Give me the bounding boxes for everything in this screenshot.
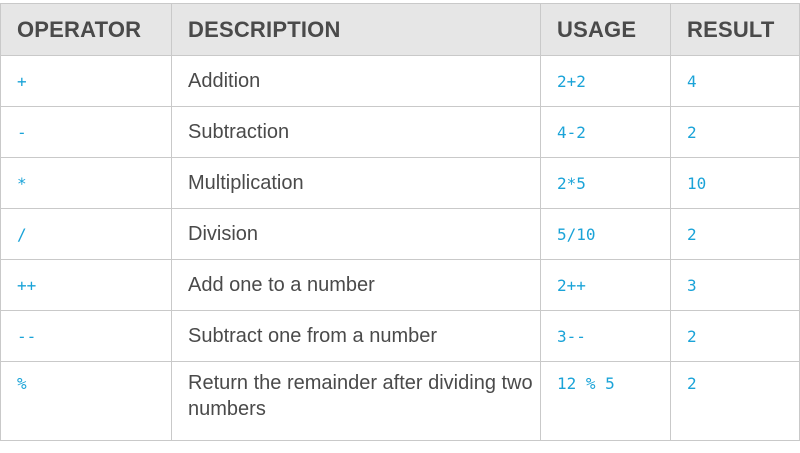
- header-description: DESCRIPTION: [171, 3, 541, 56]
- result-cell: 2: [670, 361, 800, 441]
- operator-cell: --: [0, 310, 172, 362]
- header-result: RESULT: [670, 3, 800, 56]
- description-cell: Addition: [171, 55, 541, 107]
- header-operator: OPERATOR: [0, 3, 172, 56]
- table-row: + Addition 2+2 4: [0, 55, 800, 107]
- operator-cell: +: [0, 55, 172, 107]
- header-usage: USAGE: [540, 3, 671, 56]
- result-cell: 10: [670, 157, 800, 209]
- operator-cell: *: [0, 157, 172, 209]
- table-row: / Division 5/10 2: [0, 208, 800, 260]
- result-cell: 3: [670, 259, 800, 311]
- description-cell: Subtract one from a number: [171, 310, 541, 362]
- usage-cell: 4-2: [540, 106, 671, 158]
- description-cell: Multiplication: [171, 157, 541, 209]
- description-cell: Subtraction: [171, 106, 541, 158]
- usage-cell: 2*5: [540, 157, 671, 209]
- operator-cell: ++: [0, 259, 172, 311]
- usage-cell: 3--: [540, 310, 671, 362]
- header-row: OPERATOR DESCRIPTION USAGE RESULT: [0, 3, 800, 56]
- table-row: % Return the remainder after dividing tw…: [0, 361, 800, 441]
- result-cell: 2: [670, 310, 800, 362]
- usage-cell: 2+2: [540, 55, 671, 107]
- operators-table: OPERATOR DESCRIPTION USAGE RESULT + Addi…: [0, 3, 800, 441]
- result-cell: 4: [670, 55, 800, 107]
- usage-cell: 12 % 5: [540, 361, 671, 441]
- table-row: - Subtraction 4-2 2: [0, 106, 800, 158]
- result-cell: 2: [670, 208, 800, 260]
- description-cell: Return the remainder after dividing two …: [171, 361, 541, 441]
- table-header: OPERATOR DESCRIPTION USAGE RESULT: [0, 3, 800, 56]
- result-cell: 2: [670, 106, 800, 158]
- table-body: + Addition 2+2 4 - Subtraction 4-2 2 * M…: [0, 55, 800, 441]
- table-row: * Multiplication 2*5 10: [0, 157, 800, 209]
- operator-cell: %: [0, 361, 172, 441]
- usage-cell: 5/10: [540, 208, 671, 260]
- table-row: ++ Add one to a number 2++ 3: [0, 259, 800, 311]
- description-cell: Division: [171, 208, 541, 260]
- description-cell: Add one to a number: [171, 259, 541, 311]
- operator-cell: -: [0, 106, 172, 158]
- operator-cell: /: [0, 208, 172, 260]
- table-row: -- Subtract one from a number 3-- 2: [0, 310, 800, 362]
- usage-cell: 2++: [540, 259, 671, 311]
